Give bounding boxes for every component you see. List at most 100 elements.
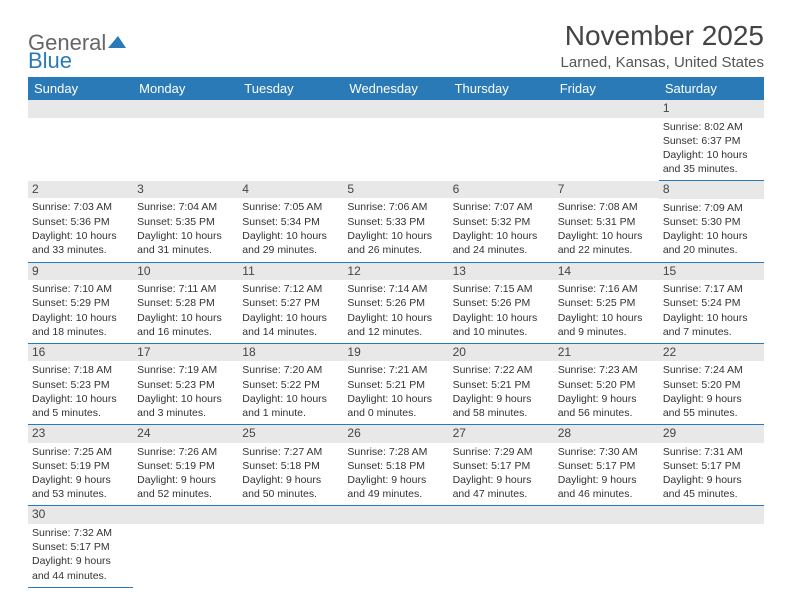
calendar-day-cell: 2Sunrise: 7:03 AMSunset: 5:36 PMDaylight…	[28, 181, 133, 262]
day-number: 18	[238, 344, 343, 362]
sunset-line: Sunset: 5:23 PM	[137, 379, 215, 391]
sunrise-line: Sunrise: 7:28 AM	[347, 446, 427, 458]
day-number: 11	[238, 263, 343, 281]
sunset-line: Sunset: 5:22 PM	[242, 379, 320, 391]
day-details: Sunrise: 7:29 AMSunset: 5:17 PMDaylight:…	[453, 445, 550, 502]
calendar-day-cell: 29 Sunrise: 7:31 AMSunset: 5:17 PMDayligh…	[659, 425, 764, 506]
daylight-line: Daylight: 10 hours and 33 minutes.	[32, 230, 117, 256]
day-number: 14	[554, 263, 659, 281]
calendar-week-row: 23Sunrise: 7:25 AMSunset: 5:19 PMDayligh…	[28, 425, 764, 506]
calendar-day-cell: 22Sunrise: 7:24 AMSunset: 5:20 PMDayligh…	[659, 343, 764, 424]
day-details: Sunrise: 7:32 AMSunset: 5:17 PMDaylight:…	[32, 526, 129, 583]
sunset-line: Sunset: 5:30 PM	[663, 216, 741, 228]
calendar-day-cell	[133, 100, 238, 181]
day-details: Sunrise: 7:03 AMSunset: 5:36 PMDaylight:…	[32, 200, 129, 257]
daylight-line: Daylight: 9 hours and 47 minutes.	[453, 474, 532, 500]
sunrise-line: Sunrise: 7:21 AM	[347, 364, 427, 376]
day-details: Sunrise: 7:25 AMSunset: 5:19 PMDaylight:…	[32, 445, 129, 502]
sunrise-line: Sunrise: 7:11 AM	[137, 283, 216, 295]
calendar-day-cell	[554, 506, 659, 587]
day-number: 16	[28, 344, 133, 362]
day-details: Sunrise: 7:30 AMSunset: 5:17 PMDaylight:…	[558, 445, 655, 502]
day-number: 27	[449, 425, 554, 443]
sunrise-line: Sunrise: 7:20 AM	[242, 364, 322, 376]
title-block: November 2025 Larned, Kansas, United Sta…	[561, 20, 764, 71]
sunrise-line: Sunrise: 7:27 AM	[242, 446, 322, 458]
daylight-line: Daylight: 9 hours and 55 minutes.	[663, 393, 742, 419]
location: Larned, Kansas, United States	[561, 54, 764, 71]
calendar-day-cell: 25Sunrise: 7:27 AMSunset: 5:18 PMDayligh…	[238, 425, 343, 506]
daynum-empty	[449, 506, 554, 524]
sunset-line: Sunset: 5:26 PM	[453, 297, 531, 309]
day-details: Sunrise: 7:28 AMSunset: 5:18 PMDaylight:…	[347, 445, 444, 502]
day-details: Sunrise: 7:23 AMSunset: 5:20 PMDaylight:…	[558, 363, 655, 420]
daylight-line: Daylight: 10 hours and 10 minutes.	[453, 312, 538, 338]
day-number: 29	[659, 425, 764, 443]
weekday-header: Wednesday	[343, 77, 448, 100]
month-title: November 2025	[561, 20, 764, 52]
calendar-day-cell	[238, 100, 343, 181]
sunset-line: Sunset: 5:20 PM	[663, 379, 741, 391]
day-details: Sunrise: 7:17 AMSunset: 5:24 PMDaylight:…	[663, 282, 760, 339]
sunset-line: Sunset: 5:28 PM	[137, 297, 215, 309]
daylight-line: Daylight: 10 hours and 0 minutes.	[347, 393, 432, 419]
calendar-day-cell: 12Sunrise: 7:14 AMSunset: 5:26 PMDayligh…	[343, 262, 448, 343]
day-number: 9	[28, 263, 133, 281]
calendar-table: SundayMondayTuesdayWednesdayThursdayFrid…	[28, 77, 764, 588]
calendar-header-row: SundayMondayTuesdayWednesdayThursdayFrid…	[28, 77, 764, 100]
day-details: Sunrise: 7:04 AMSunset: 5:35 PMDaylight:…	[137, 200, 234, 257]
calendar-day-cell: 21Sunrise: 7:23 AMSunset: 5:20 PMDayligh…	[554, 343, 659, 424]
sunrise-line: Sunrise: 7:19 AM	[137, 364, 217, 376]
day-number: 13	[449, 263, 554, 281]
day-number: 20	[449, 344, 554, 362]
day-number: 21	[554, 344, 659, 362]
calendar-day-cell: 14Sunrise: 7:16 AMSunset: 5:25 PMDayligh…	[554, 262, 659, 343]
sunset-line: Sunset: 5:17 PM	[558, 460, 636, 472]
sunrise-line: Sunrise: 7:08 AM	[558, 201, 638, 213]
day-details: Sunrise: 7:11 AM Sunset: 5:28 PM Daylight:…	[137, 282, 234, 339]
sunrise-line: Sunrise: 7:04 AM	[137, 201, 217, 213]
daylight-line: Daylight: 10 hours and 16 minutes.	[137, 312, 222, 338]
calendar-day-cell	[343, 100, 448, 181]
sunset-line: Sunset: 5:17 PM	[453, 460, 531, 472]
sunrise-line: Sunrise: 7:03 AM	[32, 201, 112, 213]
day-number: 22	[659, 344, 764, 362]
day-details: Sunrise: 7:26 AMSunset: 5:19 PMDaylight:…	[137, 445, 234, 502]
daynum-empty	[133, 506, 238, 524]
sunrise-line: Sunrise: 7:06 AM	[347, 201, 427, 213]
calendar-day-cell	[659, 506, 764, 587]
sunset-line: Sunset: 5:35 PM	[137, 216, 215, 228]
calendar-day-cell: 5Sunrise: 7:06 AMSunset: 5:33 PMDaylight…	[343, 181, 448, 262]
sunrise-line: Sunrise: 7:16 AM	[558, 283, 638, 295]
calendar-day-cell: 4Sunrise: 7:05 AMSunset: 5:34 PMDaylight…	[238, 181, 343, 262]
sunrise-line: Sunrise: 7:30 AM	[558, 446, 638, 458]
daylight-line: Daylight: 9 hours and 44 minutes.	[32, 555, 111, 581]
daylight-line: Daylight: 10 hours and 24 minutes.	[453, 230, 538, 256]
calendar-day-cell: 1Sunrise: 8:02 AMSunset: 6:37 PMDaylight…	[659, 100, 764, 181]
daynum-empty	[238, 100, 343, 118]
daylight-line: Daylight: 9 hours and 50 minutes.	[242, 474, 321, 500]
logo-text-blue: Blue	[28, 48, 72, 74]
calendar-day-cell: 8Sunrise: 7:09 AMSunset: 5:30 PMDaylight…	[659, 181, 764, 262]
day-number: 19	[343, 344, 448, 362]
daylight-line: Daylight: 9 hours and 56 minutes.	[558, 393, 637, 419]
sunrise-line: Sunrise: 7:26 AM	[137, 446, 217, 458]
sunset-line: Sunset: 5:19 PM	[32, 460, 110, 472]
calendar-day-cell	[554, 100, 659, 181]
sunset-line: Sunset: 5:26 PM	[347, 297, 425, 309]
daynum-empty	[554, 506, 659, 524]
daylight-line: Daylight: 10 hours and 35 minutes.	[663, 149, 748, 175]
sunset-line: Sunset: 5:17 PM	[663, 460, 741, 472]
calendar-day-cell: 11Sunrise: 7:12 AMSunset: 5:27 PMDayligh…	[238, 262, 343, 343]
daynum-empty	[449, 100, 554, 118]
day-details: Sunrise: 7:31 AMSunset: 5:17 PMDaylight:…	[663, 445, 760, 502]
day-details: Sunrise: 7:15 AMSunset: 5:26 PMDaylight:…	[453, 282, 550, 339]
sunset-line: Sunset: 5:20 PM	[558, 379, 636, 391]
daylight-line: Daylight: 10 hours and 26 minutes.	[347, 230, 432, 256]
day-details: Sunrise: 7:18 AMSunset: 5:23 PMDaylight:…	[32, 363, 129, 420]
logo-sail-icon	[108, 30, 128, 56]
day-number: 3	[133, 181, 238, 199]
calendar-day-cell: 24Sunrise: 7:26 AMSunset: 5:19 PMDayligh…	[133, 425, 238, 506]
daylight-line: Daylight: 10 hours and 18 minutes.	[32, 312, 117, 338]
day-details: Sunrise: 7:06 AMSunset: 5:33 PMDaylight:…	[347, 200, 444, 257]
